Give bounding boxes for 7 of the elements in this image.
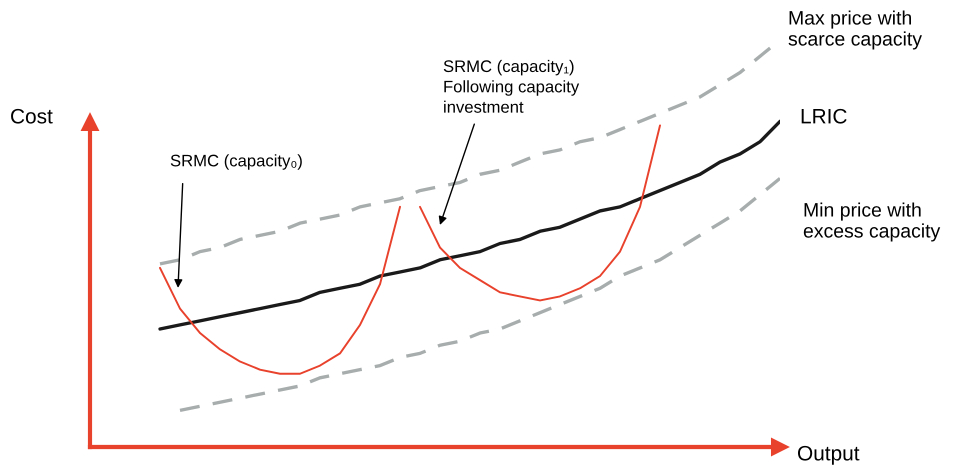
series-label: Max price with scarce capacity [788,10,922,50]
y-axis-title: Cost [11,108,53,124]
series-label: LRIC [802,108,847,124]
text: SRMC (capacity₀) [170,154,302,170]
text: SRMC (capacity₁) Following capacity investment [444,60,580,113]
series-label: Min price with excess capacity [804,202,940,242]
x-axis-title: Output [798,446,860,465]
